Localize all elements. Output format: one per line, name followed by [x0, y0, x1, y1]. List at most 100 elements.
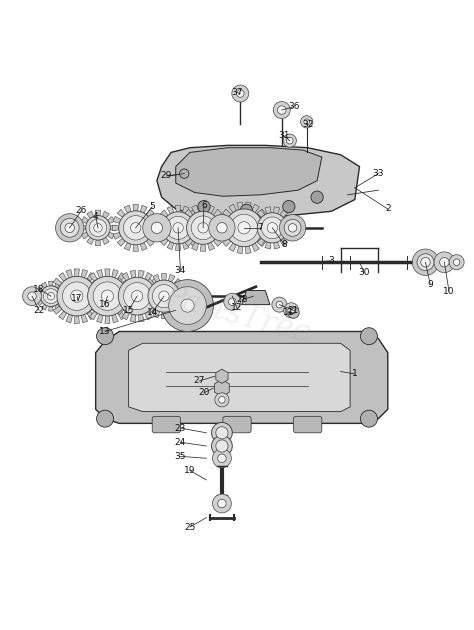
Polygon shape — [118, 273, 126, 282]
Polygon shape — [80, 294, 88, 299]
Circle shape — [23, 287, 41, 306]
Text: 6: 6 — [201, 201, 207, 210]
Polygon shape — [213, 209, 221, 217]
Circle shape — [130, 222, 141, 233]
Polygon shape — [112, 285, 120, 292]
Polygon shape — [176, 147, 322, 197]
Circle shape — [360, 328, 377, 345]
Polygon shape — [184, 209, 193, 217]
Circle shape — [360, 410, 377, 427]
Text: 26: 26 — [76, 206, 87, 215]
Polygon shape — [208, 242, 215, 251]
Text: 23: 23 — [175, 423, 186, 433]
Polygon shape — [53, 306, 62, 314]
Polygon shape — [184, 238, 193, 246]
Text: 16: 16 — [100, 300, 111, 309]
Circle shape — [159, 291, 169, 301]
Polygon shape — [194, 225, 201, 231]
Circle shape — [151, 222, 163, 234]
Circle shape — [311, 191, 323, 203]
Circle shape — [63, 282, 91, 311]
Polygon shape — [95, 240, 101, 246]
Circle shape — [225, 209, 263, 247]
Polygon shape — [112, 225, 119, 231]
Polygon shape — [251, 225, 257, 231]
Circle shape — [57, 277, 97, 316]
Polygon shape — [50, 301, 59, 307]
Polygon shape — [36, 294, 41, 299]
Text: 36: 36 — [288, 102, 299, 112]
Polygon shape — [156, 217, 164, 224]
Circle shape — [412, 249, 438, 275]
Text: 29: 29 — [161, 171, 172, 180]
Polygon shape — [130, 270, 136, 278]
Polygon shape — [81, 285, 89, 292]
Circle shape — [97, 410, 114, 427]
Polygon shape — [219, 232, 227, 239]
Polygon shape — [242, 290, 270, 305]
Polygon shape — [138, 314, 144, 322]
Circle shape — [273, 101, 290, 118]
Circle shape — [279, 215, 306, 241]
Text: 11: 11 — [283, 308, 294, 317]
Polygon shape — [146, 278, 154, 286]
Polygon shape — [191, 205, 199, 214]
Polygon shape — [150, 307, 159, 315]
Polygon shape — [201, 244, 206, 251]
Polygon shape — [111, 294, 118, 299]
Polygon shape — [218, 232, 226, 239]
Text: 7: 7 — [258, 223, 264, 232]
Polygon shape — [126, 285, 134, 292]
Polygon shape — [263, 225, 270, 231]
Polygon shape — [84, 278, 92, 286]
Circle shape — [28, 292, 36, 301]
Circle shape — [89, 219, 107, 237]
Polygon shape — [116, 277, 124, 285]
Polygon shape — [112, 301, 120, 307]
Polygon shape — [126, 301, 134, 307]
Circle shape — [218, 454, 226, 462]
Polygon shape — [37, 287, 43, 292]
Circle shape — [257, 213, 287, 243]
Circle shape — [283, 134, 296, 147]
Polygon shape — [161, 273, 167, 280]
Text: 3: 3 — [328, 256, 334, 265]
Polygon shape — [41, 304, 47, 310]
Circle shape — [421, 258, 430, 267]
Circle shape — [288, 307, 299, 318]
Circle shape — [169, 287, 206, 324]
Polygon shape — [105, 269, 110, 277]
Text: 10: 10 — [443, 287, 455, 296]
Polygon shape — [87, 211, 93, 219]
Polygon shape — [53, 278, 62, 286]
Polygon shape — [116, 307, 124, 315]
Text: 22: 22 — [34, 306, 45, 315]
Polygon shape — [246, 246, 251, 254]
Polygon shape — [110, 225, 116, 231]
Polygon shape — [153, 225, 159, 231]
Circle shape — [123, 215, 148, 240]
Polygon shape — [156, 232, 164, 239]
Circle shape — [262, 217, 283, 239]
Polygon shape — [223, 209, 231, 217]
Polygon shape — [154, 301, 162, 307]
Polygon shape — [192, 232, 200, 239]
Text: 21: 21 — [288, 306, 299, 315]
Polygon shape — [215, 379, 229, 396]
Circle shape — [284, 219, 301, 236]
Polygon shape — [154, 285, 162, 292]
Circle shape — [288, 307, 294, 314]
Polygon shape — [127, 294, 135, 299]
Circle shape — [198, 222, 208, 233]
Polygon shape — [218, 216, 226, 224]
Circle shape — [148, 280, 180, 312]
Polygon shape — [168, 275, 175, 282]
Polygon shape — [81, 270, 88, 278]
Polygon shape — [74, 269, 79, 277]
Polygon shape — [180, 294, 186, 299]
Polygon shape — [175, 205, 181, 212]
Polygon shape — [178, 285, 186, 292]
Polygon shape — [122, 278, 131, 286]
Circle shape — [283, 303, 299, 318]
Text: 19: 19 — [184, 466, 196, 475]
